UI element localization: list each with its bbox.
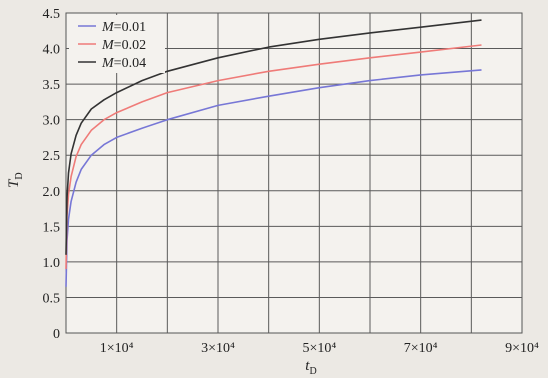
x-tick-labels: 1×10⁴ 3×10⁴ 5×10⁴ 7×10⁴ 9×10⁴	[100, 341, 539, 356]
x-tick-label: 1×10⁴	[100, 341, 134, 356]
legend-label-variable: M	[101, 38, 115, 53]
legend-label-variable: M	[101, 20, 115, 35]
y-tick-label: 3.5	[43, 78, 61, 93]
legend-label: M=0.02	[101, 38, 146, 53]
legend-label: M=0.01	[101, 20, 146, 35]
y-tick-label: 0	[53, 327, 60, 342]
grid	[66, 13, 522, 333]
x-axis-title-subscript: D	[309, 366, 316, 377]
legend-label-value: =0.04	[114, 56, 146, 71]
series-line-m-0-02	[65, 44, 482, 270]
y-tick-label: 3.0	[43, 114, 61, 129]
y-tick-label: 4.0	[43, 43, 61, 58]
x-tick-label: 5×10⁴	[302, 341, 336, 356]
y-axis-title-subscript: D	[14, 172, 25, 179]
y-tick-label: 1.0	[43, 256, 61, 271]
x-tick-label: 9×10⁴	[505, 341, 539, 356]
x-axis-title-main: t	[305, 358, 310, 374]
series-line-m-0-01	[65, 69, 482, 287]
x-axis-title: tD	[305, 358, 316, 377]
legend-label-value: =0.02	[114, 38, 146, 53]
legend: M=0.01M=0.02M=0.04	[69, 15, 165, 73]
x-tick-label: 7×10⁴	[404, 341, 438, 356]
series-lines	[65, 19, 482, 287]
y-axis-title-main: T	[6, 178, 22, 188]
y-tick-label: 0.5	[43, 291, 61, 306]
series-line-m-0-04	[65, 19, 482, 255]
legend-label: M=0.04	[101, 56, 146, 71]
y-tick-label: 2.5	[43, 149, 61, 164]
y-axis-title: TD	[6, 172, 25, 188]
x-tick-label: 3×10⁴	[201, 341, 235, 356]
y-tick-label: 2.0	[43, 185, 61, 200]
y-tick-labels: 0 0.5 1.0 1.5 2.0 2.5 3.0 3.5 4.0 4.5	[43, 7, 61, 342]
y-tick-label: 1.5	[43, 220, 61, 235]
legend-label-variable: M	[101, 56, 115, 71]
legend-label-value: =0.01	[114, 20, 146, 35]
y-tick-label: 4.5	[43, 7, 61, 22]
